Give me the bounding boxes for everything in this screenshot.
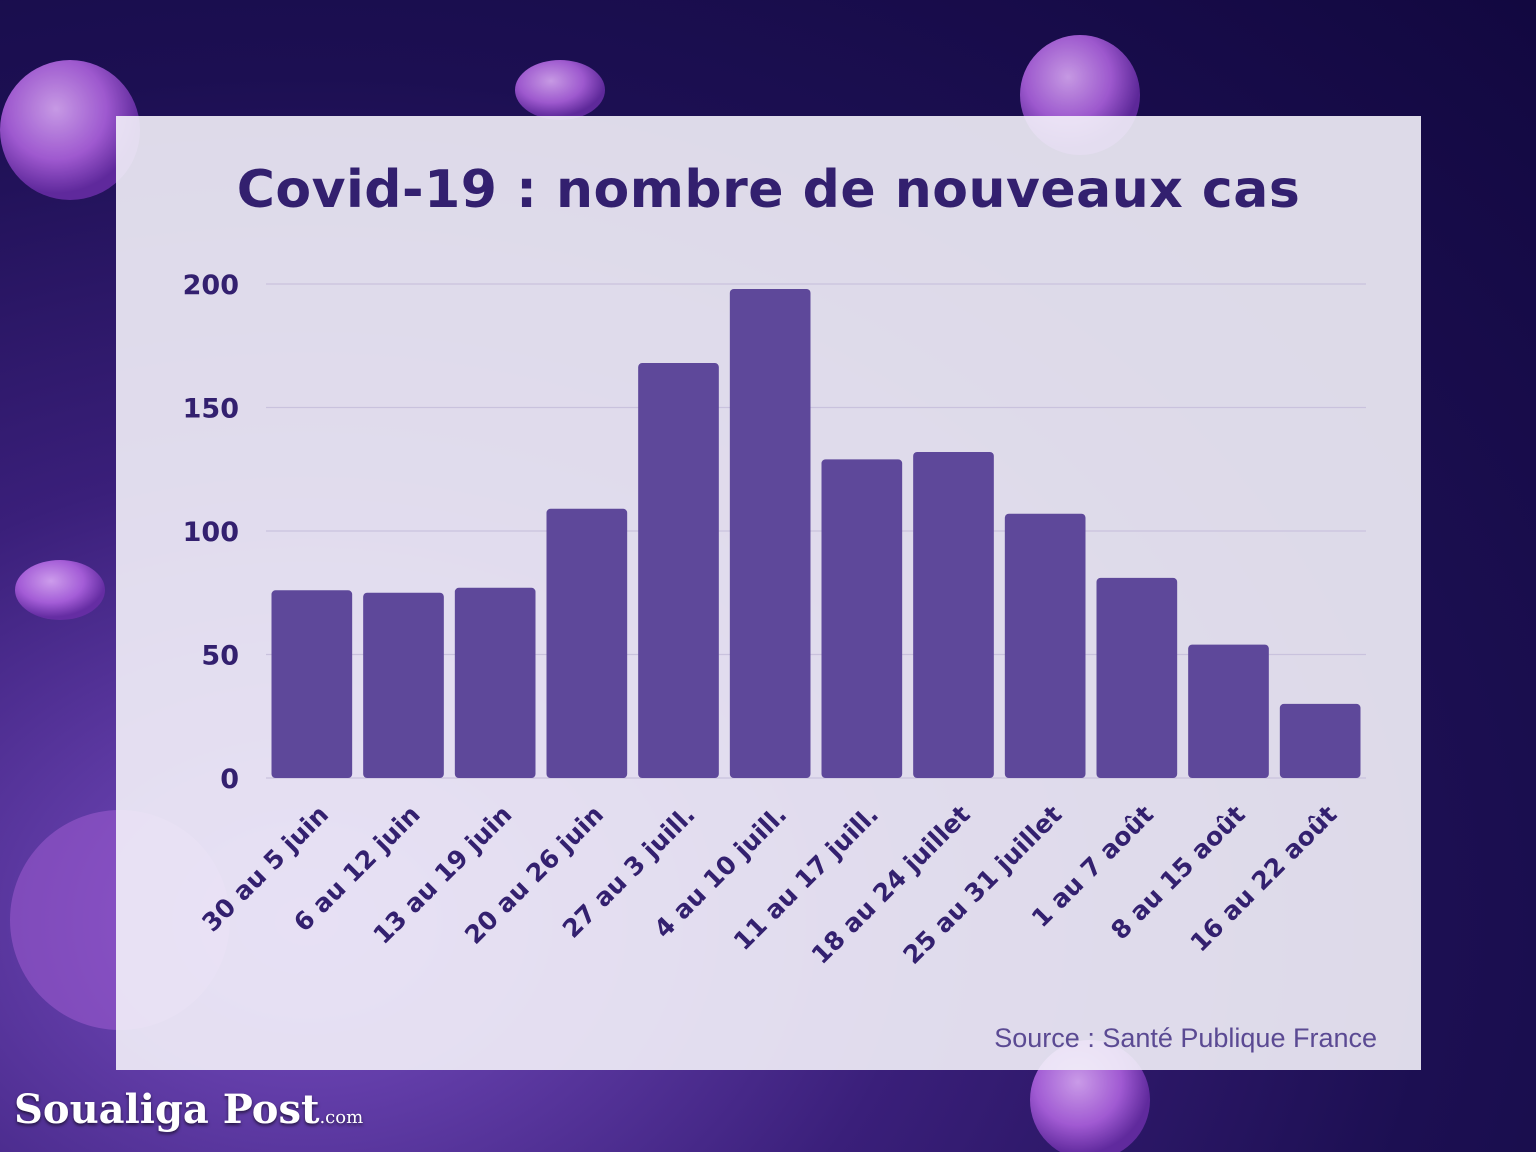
bar xyxy=(638,363,719,778)
y-tick-label: 200 xyxy=(183,270,239,301)
x-tick-label: 18 au 24 juillet xyxy=(806,800,976,970)
bar xyxy=(1096,577,1178,778)
bar xyxy=(913,451,994,778)
y-tick-label: 50 xyxy=(201,641,239,672)
source-note: Source : Santé Publique France xyxy=(994,1023,1377,1053)
bar xyxy=(363,592,444,778)
bar xyxy=(1188,644,1269,778)
y-tick-label: 0 xyxy=(220,764,239,795)
bar xyxy=(454,587,536,778)
bar xyxy=(729,288,811,778)
bar xyxy=(546,508,628,778)
bar xyxy=(1004,513,1086,778)
bar xyxy=(821,459,903,778)
chart-title: Covid-19 : nombre de nouveaux cas xyxy=(236,160,1301,220)
y-tick-label: 150 xyxy=(183,394,239,425)
y-tick-label: 100 xyxy=(183,517,239,548)
site-logo[interactable]: Soualiga Post.com xyxy=(14,1086,363,1133)
bar xyxy=(1279,703,1361,778)
x-tick-label: 25 au 31 juillet xyxy=(897,800,1067,970)
logo-suffix: .com xyxy=(319,1107,364,1128)
logo-text: Soualiga Post xyxy=(14,1086,320,1133)
chart-panel: Covid-19 : nombre de nouveaux cas 0 50 100… xyxy=(116,116,1421,1070)
bar xyxy=(271,590,353,778)
